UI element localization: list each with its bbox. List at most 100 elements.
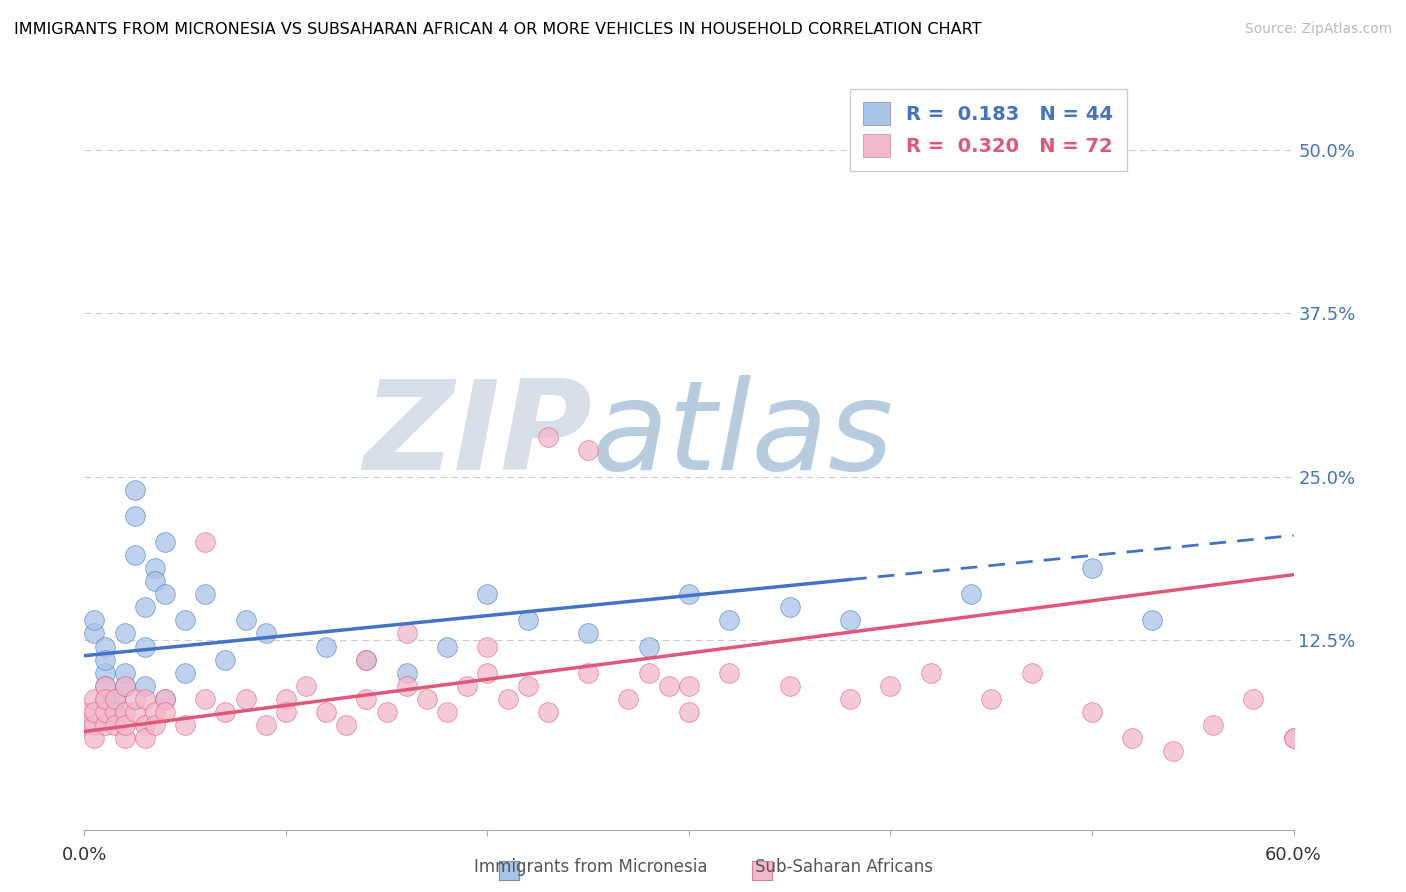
- Point: [104, 691, 127, 706]
- Point: [114, 679, 136, 693]
- Point: [174, 718, 197, 732]
- Point: [93, 640, 115, 654]
- Point: [678, 705, 700, 719]
- Point: [537, 705, 560, 719]
- Point: [174, 614, 197, 628]
- Point: [496, 691, 519, 706]
- Point: [395, 626, 418, 640]
- Point: [104, 705, 127, 719]
- Point: [104, 691, 127, 706]
- Point: [73, 718, 96, 732]
- Text: Sub-Saharan Africans: Sub-Saharan Africans: [755, 858, 932, 876]
- Point: [134, 600, 156, 615]
- Text: Source: ZipAtlas.com: Source: ZipAtlas.com: [1244, 22, 1392, 37]
- Point: [879, 679, 901, 693]
- Point: [375, 705, 398, 719]
- Point: [356, 652, 378, 666]
- Point: [395, 679, 418, 693]
- Point: [83, 626, 105, 640]
- Point: [637, 640, 659, 654]
- Point: [839, 614, 862, 628]
- Point: [83, 614, 105, 628]
- Point: [93, 679, 115, 693]
- Point: [1081, 705, 1104, 719]
- Point: [83, 718, 105, 732]
- Point: [134, 679, 156, 693]
- Point: [143, 705, 166, 719]
- Point: [395, 665, 418, 680]
- Point: [1241, 691, 1264, 706]
- Point: [477, 665, 499, 680]
- Point: [124, 548, 146, 562]
- Point: [1202, 718, 1225, 732]
- Point: [93, 718, 115, 732]
- Point: [1021, 665, 1043, 680]
- Point: [194, 587, 217, 601]
- Point: [214, 652, 236, 666]
- Point: [980, 691, 1002, 706]
- Point: [516, 679, 538, 693]
- Point: [83, 705, 105, 719]
- Point: [839, 691, 862, 706]
- Point: [124, 691, 146, 706]
- Point: [114, 679, 136, 693]
- Point: [315, 640, 337, 654]
- Point: [335, 718, 357, 732]
- Point: [254, 718, 277, 732]
- Point: [194, 691, 217, 706]
- Point: [124, 483, 146, 497]
- Point: [537, 430, 560, 444]
- Point: [104, 705, 127, 719]
- Point: [274, 691, 297, 706]
- Point: [576, 665, 599, 680]
- Point: [93, 691, 115, 706]
- Point: [617, 691, 640, 706]
- Point: [235, 691, 257, 706]
- Point: [718, 665, 741, 680]
- Point: [93, 679, 115, 693]
- Point: [124, 705, 146, 719]
- Point: [315, 705, 337, 719]
- Point: [416, 691, 439, 706]
- Point: [114, 705, 136, 719]
- Point: [93, 705, 115, 719]
- Point: [143, 574, 166, 589]
- Point: [295, 679, 318, 693]
- Point: [678, 679, 700, 693]
- Point: [678, 587, 700, 601]
- Point: [1142, 614, 1164, 628]
- Point: [477, 640, 499, 654]
- Point: [779, 600, 801, 615]
- Point: [436, 705, 458, 719]
- Point: [153, 691, 176, 706]
- Point: [134, 691, 156, 706]
- Point: [658, 679, 681, 693]
- Point: [93, 652, 115, 666]
- Point: [93, 691, 115, 706]
- Point: [114, 626, 136, 640]
- Point: [576, 443, 599, 458]
- Legend: R =  0.183   N = 44, R =  0.320   N = 72: R = 0.183 N = 44, R = 0.320 N = 72: [849, 88, 1126, 170]
- Point: [235, 614, 257, 628]
- Point: [114, 665, 136, 680]
- Point: [194, 535, 217, 549]
- Point: [143, 561, 166, 575]
- Point: [960, 587, 983, 601]
- Text: Immigrants from Micronesia: Immigrants from Micronesia: [474, 858, 707, 876]
- Point: [124, 508, 146, 523]
- Point: [153, 691, 176, 706]
- Point: [143, 718, 166, 732]
- Point: [516, 614, 538, 628]
- Point: [83, 691, 105, 706]
- Point: [174, 665, 197, 680]
- Point: [477, 587, 499, 601]
- Point: [779, 679, 801, 693]
- Point: [153, 705, 176, 719]
- Point: [1282, 731, 1305, 745]
- Point: [576, 626, 599, 640]
- Point: [114, 718, 136, 732]
- Text: ZIP: ZIP: [364, 375, 592, 496]
- Point: [134, 718, 156, 732]
- Point: [718, 614, 741, 628]
- Point: [83, 731, 105, 745]
